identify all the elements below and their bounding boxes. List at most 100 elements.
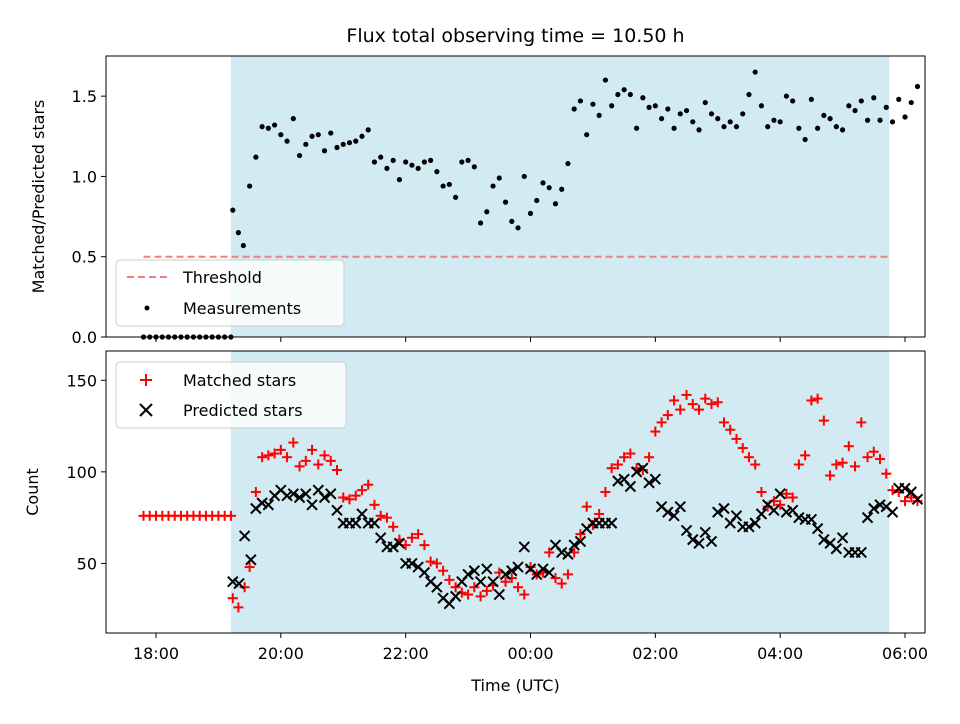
- measurement-point: [509, 218, 515, 224]
- x-tick-label: 06:00: [882, 644, 928, 663]
- matched-star-point: [644, 452, 655, 463]
- matched-star-point: [556, 578, 567, 589]
- matched-star-point: [625, 448, 636, 459]
- matched-star-point: [363, 479, 374, 490]
- matched-star-point: [781, 488, 792, 499]
- matched-star-point: [288, 437, 299, 448]
- measurement-point: [565, 160, 571, 167]
- measurement-point: [727, 119, 733, 125]
- predicted-star-point: [861, 511, 874, 524]
- matched-star-point: [513, 582, 524, 593]
- measurement-point: [889, 119, 896, 125]
- measurement-point: [365, 127, 371, 133]
- measurement-point: [646, 104, 652, 110]
- predicted-star-point: [233, 577, 245, 590]
- predicted-star-point: [749, 517, 761, 529]
- measurement-point: [278, 132, 284, 138]
- measurement-point: [409, 162, 415, 168]
- chart-title: Flux total observing time = 10.50 h: [346, 25, 684, 47]
- measurement-point: [334, 144, 340, 151]
- measurement-point: [471, 164, 477, 170]
- matched-star-point: [850, 461, 861, 472]
- predicted-star-point: [568, 539, 580, 551]
- measurement-point: [914, 83, 921, 90]
- matched-star-point: [519, 589, 530, 600]
- measurement-point: [584, 132, 590, 138]
- top-y-tick-label: 0.0: [72, 328, 97, 347]
- bottom-y-tick-label: 150: [66, 371, 97, 390]
- predicted-star-point: [306, 499, 318, 511]
- matched-star-point: [681, 389, 692, 400]
- measurement-point: [235, 230, 241, 236]
- predicted-star-point: [768, 504, 780, 517]
- measurement-point: [609, 103, 615, 109]
- measurement-point: [765, 124, 771, 130]
- measurement-point: [652, 103, 658, 109]
- matched-star-point: [737, 443, 748, 454]
- predicted-star-point: [705, 535, 718, 548]
- predicted-star-point: [543, 566, 555, 579]
- matched-star-point: [257, 452, 268, 463]
- matched-star-point: [656, 417, 667, 428]
- matched-star-point: [662, 410, 673, 421]
- matched-star-point: [269, 448, 280, 459]
- measurement-point: [384, 165, 390, 171]
- matched-star-point: [300, 455, 311, 466]
- matched-star-point: [650, 426, 661, 437]
- predicted-stars-points: [227, 462, 924, 610]
- measurement-point: [453, 194, 459, 200]
- x-tick-label: 02:00: [632, 644, 678, 663]
- predicted-star-point: [287, 488, 300, 500]
- predicted-star-point: [886, 506, 899, 518]
- predicted-star-point: [730, 510, 743, 522]
- matched-star-point: [388, 521, 399, 532]
- measurement-point: [271, 122, 278, 128]
- measurement-point: [546, 185, 552, 191]
- measurement-point: [477, 220, 484, 226]
- measurement-point: [590, 101, 596, 107]
- matched-star-point: [912, 496, 923, 507]
- matched-star-point: [793, 459, 804, 470]
- measurement-point: [634, 125, 640, 131]
- measurement-point: [740, 111, 746, 117]
- measurement-point: [559, 186, 565, 192]
- matched-star-point: [700, 393, 711, 404]
- predicted-star-point: [506, 565, 518, 577]
- measurement-point: [702, 99, 708, 106]
- matched-star-point: [706, 399, 717, 410]
- measurement-point: [240, 242, 246, 249]
- bottom-y-tick-label: 50: [77, 554, 97, 573]
- measurement-point: [428, 157, 434, 163]
- x-axis-label: Time (UTC): [470, 676, 559, 695]
- predicted-star-point: [774, 488, 786, 500]
- measurement-point: [552, 201, 559, 207]
- matched-star-point: [469, 582, 480, 593]
- matched-star-point: [431, 558, 442, 569]
- matched-star-point: [419, 540, 430, 551]
- matched-star-point: [338, 492, 349, 503]
- measurement-point: [596, 112, 602, 119]
- predicted-star-point: [605, 517, 618, 529]
- matched-star-point: [694, 404, 705, 415]
- measurement-point: [346, 140, 353, 146]
- matched-star-point: [831, 459, 842, 470]
- predicted-star-point: [643, 477, 655, 489]
- predicted-star-point: [574, 535, 587, 548]
- matched-star-point: [227, 593, 238, 604]
- predicted-star-point: [518, 541, 530, 553]
- measurement-point: [577, 98, 584, 104]
- matched-star-point: [375, 510, 386, 521]
- measurement-point: [540, 180, 546, 186]
- measurement-point: [858, 98, 864, 104]
- matched-star-point: [743, 452, 754, 463]
- bottom-axes-frame: [105, 350, 926, 634]
- matched-star-point: [500, 576, 511, 587]
- matched-star-point: [562, 569, 573, 580]
- predicted-star-point: [356, 508, 368, 520]
- predicted-star-point: [805, 513, 818, 526]
- measurement-point: [783, 93, 790, 99]
- measurement-point: [658, 116, 665, 122]
- predicted-star-point: [899, 482, 911, 495]
- predicted-star-point: [755, 508, 768, 520]
- measurement-point: [877, 117, 883, 123]
